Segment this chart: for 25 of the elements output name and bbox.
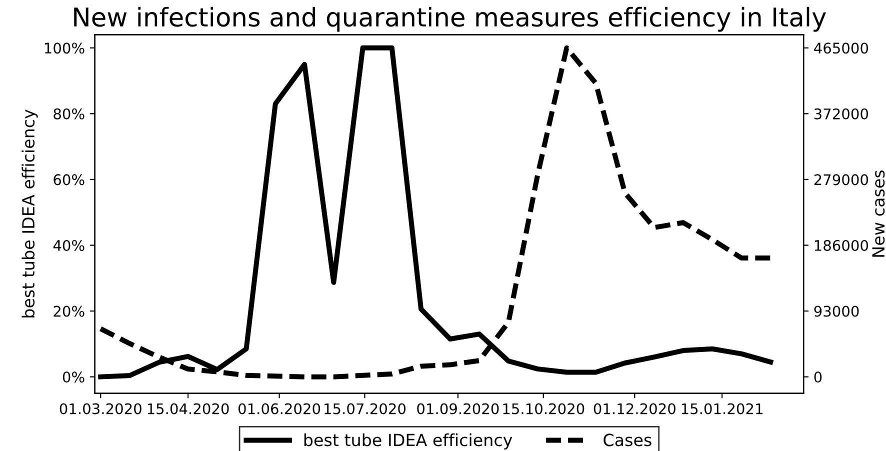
y2-tick-label: 465000 xyxy=(814,42,868,54)
x-tick-label: 15.01.2021 xyxy=(682,403,762,414)
legend-label: Cases xyxy=(604,434,652,446)
x-tick-label: 01.12.2020 xyxy=(594,403,676,414)
y-tick-label: 60% xyxy=(54,174,84,186)
x-tick-label: 01.06.2020 xyxy=(238,403,320,414)
y-tick-label: 100% xyxy=(44,42,84,54)
x-tick-label: 01.09.2020 xyxy=(417,403,499,414)
x-tick-label: 15.10.2020 xyxy=(503,403,584,414)
y2-tick-label: 0 xyxy=(814,372,822,383)
y-tick-label: 20% xyxy=(54,306,84,317)
legend-label: best tube IDEA efficiency xyxy=(304,433,512,450)
y2-tick-label: 93000 xyxy=(814,306,859,317)
y-tick-label: 40% xyxy=(53,240,84,251)
x-tick-label: 01.03.2020 xyxy=(60,403,142,414)
y-tick-label: 0% xyxy=(62,372,84,383)
chart-title: New infections and quarantine measures efficiency in Italy xyxy=(74,6,826,32)
y-tick-label: 80% xyxy=(54,108,84,120)
y2-axis-title: New cases xyxy=(872,170,885,257)
y2-tick-label: 279000 xyxy=(814,174,868,186)
x-tick-label: 15.07.2020 xyxy=(324,403,406,414)
y-axis-title: best tube IDEA efficiency xyxy=(22,110,38,318)
x-tick-label: 15.04.2020 xyxy=(148,403,229,414)
y2-tick-label: 372000 xyxy=(814,108,868,120)
y2-tick-label: 186000 xyxy=(814,240,868,251)
